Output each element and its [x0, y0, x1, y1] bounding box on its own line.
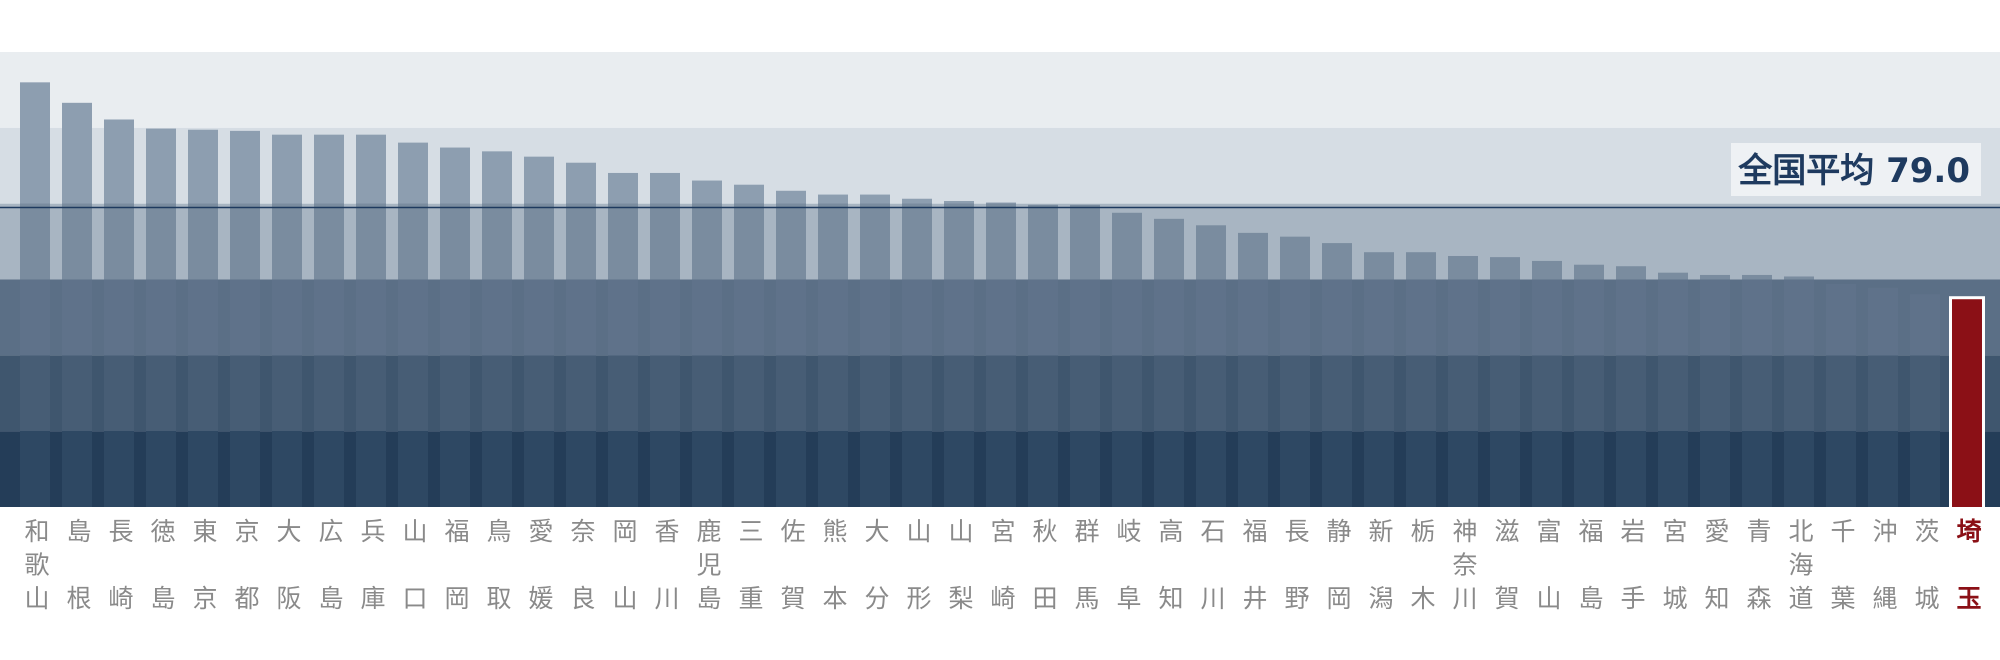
x-tick-label: 新潟: [1365, 518, 1394, 610]
x-tick-label: 徳島: [147, 518, 176, 610]
bar: [1826, 284, 1856, 507]
bar: [1952, 299, 1982, 507]
bar: [986, 202, 1016, 507]
x-tick-label: 愛媛: [525, 518, 554, 610]
bar: [1574, 264, 1604, 507]
x-tick-label: 福島: [1575, 518, 1604, 610]
bar: [398, 142, 428, 507]
bar: [1028, 204, 1058, 507]
x-tick-label: 和歌山: [21, 518, 50, 610]
bar: [692, 180, 722, 507]
chart: 全国平均 79.0: [0, 52, 2000, 508]
x-tick-label: 鹿児島: [693, 518, 722, 610]
bar: [1112, 212, 1142, 507]
x-tick-label: 群馬: [1071, 518, 1100, 610]
bar: [1616, 266, 1646, 507]
x-tick-label: 宮城: [1659, 518, 1688, 610]
x-tick-label: 滋賀: [1491, 518, 1520, 610]
bar: [1532, 260, 1562, 507]
x-tick-label: 神奈川: [1449, 518, 1478, 610]
x-tick-label: 長崎: [105, 518, 134, 610]
bar: [524, 156, 554, 507]
bar: [1658, 272, 1688, 507]
bar: [1784, 276, 1814, 507]
x-tick-label: 佐賀: [777, 518, 806, 610]
reference-label-box: [1731, 143, 1981, 196]
x-tick-label: 青森: [1743, 518, 1772, 610]
bar: [230, 130, 260, 507]
x-tick-label: 富山: [1533, 518, 1562, 610]
x-tick-label: 兵庫: [357, 518, 386, 610]
bar: [1154, 218, 1184, 508]
x-tick-label: 三重: [735, 518, 764, 610]
bar: [734, 184, 764, 508]
bar: [1868, 287, 1898, 507]
bar: [818, 194, 848, 508]
x-tick-label: 山口: [399, 518, 428, 610]
x-tick-label: 高知: [1155, 518, 1184, 610]
x-tick-label: 大阪: [273, 518, 302, 610]
x-tick-label: 福井: [1239, 518, 1268, 610]
bar: [944, 201, 974, 507]
x-tick-label: 秋田: [1029, 518, 1058, 610]
bar: [314, 134, 344, 508]
x-tick-label: 山形: [903, 518, 932, 610]
bar: [1280, 236, 1310, 507]
bar: [356, 134, 386, 508]
x-tick-label: 宮崎: [987, 518, 1016, 610]
x-tick-label: 埼玉: [1953, 518, 1982, 610]
bar: [272, 134, 302, 508]
bar: [62, 102, 92, 507]
bar: [20, 82, 50, 507]
bar: [902, 198, 932, 508]
x-tick-label: 福岡: [441, 518, 470, 610]
x-tick-label: 島根: [63, 518, 92, 610]
bar: [1364, 252, 1394, 507]
x-tick-label: 鳥取: [483, 518, 512, 610]
x-tick-label: 北海道: [1785, 518, 1814, 610]
reference-label: 全国平均 79.0: [1737, 151, 1970, 191]
x-tick-label: 奈良: [567, 518, 596, 610]
x-tick-label: 京都: [231, 518, 260, 610]
bar: [566, 162, 596, 507]
x-tick-label: 沖縄: [1869, 518, 1898, 610]
bar: [188, 129, 218, 507]
x-tick-label: 茨城: [1911, 518, 1940, 610]
x-tick-label: 石川: [1197, 518, 1226, 610]
bar: [1322, 243, 1352, 507]
x-tick-label: 山梨: [945, 518, 974, 610]
bar: [1742, 274, 1772, 507]
x-tick-label: 千葉: [1827, 518, 1856, 610]
bar: [1196, 225, 1226, 507]
bar: [1490, 257, 1520, 507]
x-tick-label: 静岡: [1323, 518, 1352, 610]
x-tick-label: 長野: [1281, 518, 1310, 610]
bar: [1700, 274, 1730, 507]
bar: [1448, 255, 1478, 507]
bar: [1406, 252, 1436, 507]
bar: [1070, 204, 1100, 507]
bar: [1910, 294, 1940, 507]
x-tick-label: 愛知: [1701, 518, 1730, 610]
bar: [608, 172, 638, 507]
bar: [440, 147, 470, 508]
x-tick-label: 香川: [651, 518, 680, 610]
x-tick-label: 岩手: [1617, 518, 1646, 610]
x-tick-label: 東京: [189, 518, 218, 610]
bar: [776, 190, 806, 507]
bar: [1238, 232, 1268, 508]
x-tick-label: 広島: [315, 518, 344, 610]
x-tick-label: 栃木: [1407, 518, 1436, 610]
bar: [104, 119, 134, 507]
bar: [146, 128, 176, 507]
band: [0, 52, 2000, 128]
x-tick-label: 大分: [861, 518, 890, 610]
bar: [482, 151, 512, 507]
bar: [650, 172, 680, 507]
bar: [860, 194, 890, 508]
x-tick-label: 岡山: [609, 518, 638, 610]
x-tick-label: 岐阜: [1113, 518, 1142, 610]
x-tick-label: 熊本: [819, 518, 848, 610]
